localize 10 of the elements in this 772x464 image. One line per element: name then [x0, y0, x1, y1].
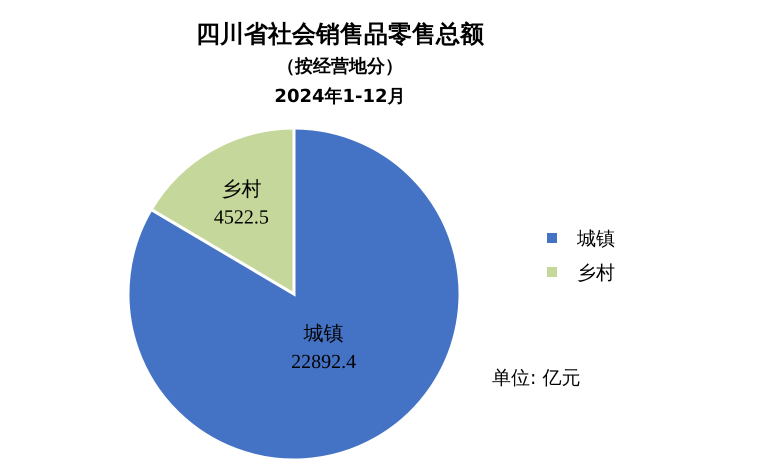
- slice-label: 乡村: [221, 178, 262, 201]
- chart-subtitle: （按经营地分）: [277, 56, 403, 77]
- legend-label: 乡村: [577, 262, 615, 284]
- legend-label: 城镇: [576, 228, 615, 250]
- text: 2024年1-12月: [274, 86, 406, 107]
- data-label: 4522.5: [214, 206, 269, 229]
- chart-title: 四川省社会销售品零售总额: [196, 20, 485, 48]
- text: 单位: 亿元: [492, 367, 580, 389]
- slice-label: 城镇: [302, 322, 344, 345]
- data-label: 22892.4: [291, 350, 356, 373]
